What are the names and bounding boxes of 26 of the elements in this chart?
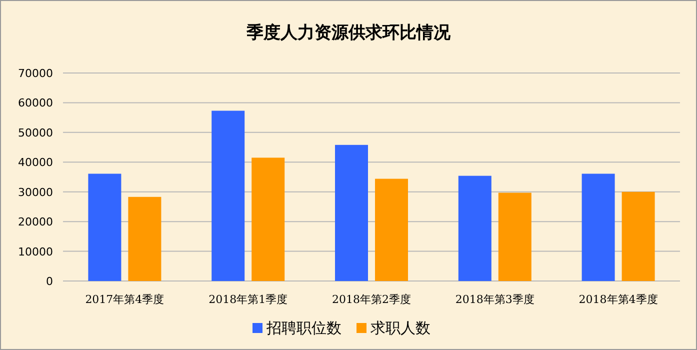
y-tick-label: 30000 <box>18 186 53 199</box>
bar <box>622 192 655 281</box>
y-tick-label: 10000 <box>18 245 53 258</box>
y-tick-label: 0 <box>46 275 53 288</box>
legend-label: 求职人数 <box>370 319 430 337</box>
y-tick-label: 20000 <box>18 216 53 229</box>
bar <box>212 110 245 281</box>
x-tick-label: 2017年第4季度 <box>85 293 164 306</box>
bar <box>252 158 285 281</box>
x-tick-label: 2018年第1季度 <box>208 293 288 306</box>
bar <box>582 174 615 281</box>
bar <box>375 178 408 281</box>
y-tick-label: 60000 <box>18 96 53 110</box>
chart-title: 季度人力资源供求环比情况 <box>246 23 452 43</box>
x-tick-label: 2018年第3季度 <box>455 293 534 306</box>
bar <box>498 192 532 281</box>
y-tick-label: 70000 <box>18 67 53 80</box>
x-tick-label: 2018年第2季度 <box>332 293 411 306</box>
bar <box>458 176 492 281</box>
x-tick-label: 2018年第4季度 <box>578 293 658 306</box>
bar <box>128 196 162 281</box>
y-tick-label: 40000 <box>18 156 53 170</box>
y-tick-label: 50000 <box>18 126 53 140</box>
legend-label: 招聘职位数 <box>266 319 342 337</box>
bar <box>88 174 122 281</box>
bar <box>335 144 368 281</box>
